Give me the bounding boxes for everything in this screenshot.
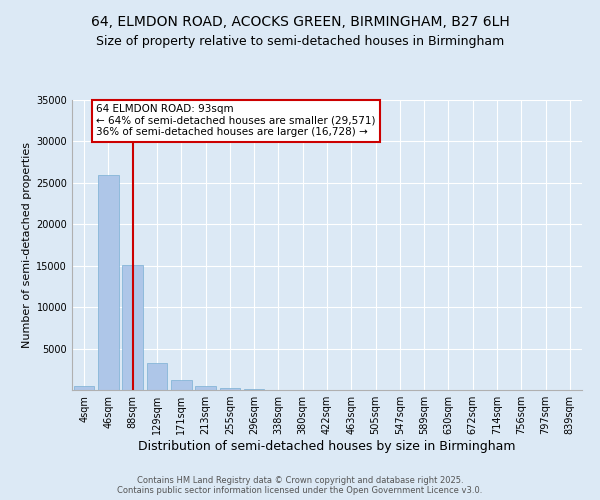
Y-axis label: Number of semi-detached properties: Number of semi-detached properties: [22, 142, 32, 348]
Bar: [195, 386, 216, 390]
Text: Size of property relative to semi-detached houses in Birmingham: Size of property relative to semi-detach…: [96, 35, 504, 48]
Bar: [244, 389, 265, 390]
Text: 64, ELMDON ROAD, ACOCKS GREEN, BIRMINGHAM, B27 6LH: 64, ELMDON ROAD, ACOCKS GREEN, BIRMINGHA…: [91, 15, 509, 29]
Text: 64 ELMDON ROAD: 93sqm
← 64% of semi-detached houses are smaller (29,571)
36% of : 64 ELMDON ROAD: 93sqm ← 64% of semi-deta…: [96, 104, 376, 138]
Bar: [98, 174, 119, 390]
Bar: [171, 380, 191, 390]
Bar: [146, 364, 167, 390]
Text: Contains HM Land Registry data © Crown copyright and database right 2025.
Contai: Contains HM Land Registry data © Crown c…: [118, 476, 482, 495]
Bar: [220, 388, 240, 390]
Bar: [122, 265, 143, 390]
Bar: [74, 386, 94, 390]
X-axis label: Distribution of semi-detached houses by size in Birmingham: Distribution of semi-detached houses by …: [138, 440, 516, 453]
